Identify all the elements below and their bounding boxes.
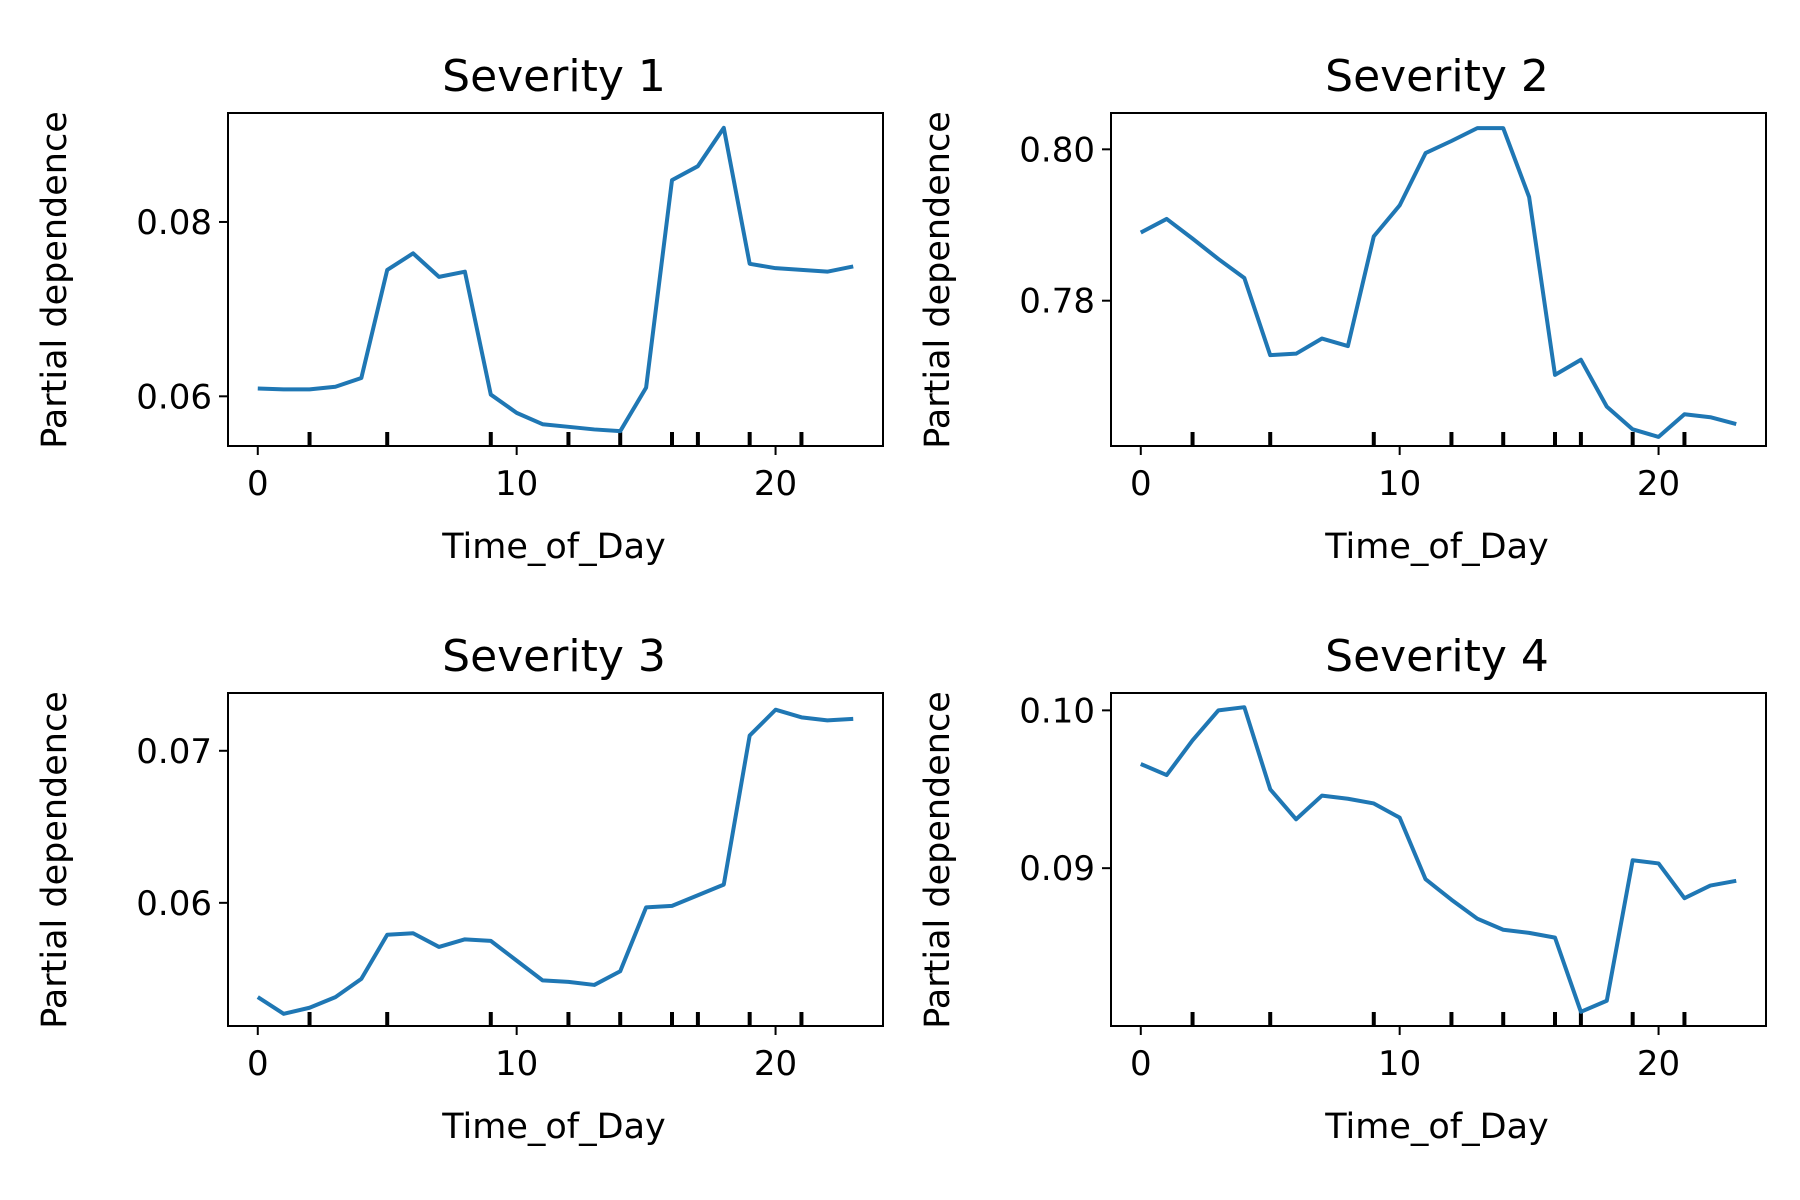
x-tick-label: 20: [754, 1044, 797, 1084]
y-axis-label: Partial dependence: [918, 111, 958, 449]
x-tick-label: 10: [495, 464, 538, 504]
series-line: [256, 707, 854, 1016]
plot-area-frame: [227, 692, 884, 1027]
x-tick-label: 20: [754, 464, 797, 504]
subplot-severity-4: Severity 4 Time_of_Day Partial dependenc…: [918, 631, 1767, 1147]
plot-area-frame: [1110, 692, 1767, 1027]
y-axis-label: Partial dependence: [918, 691, 958, 1029]
subplot-severity-3: Severity 3 Time_of_Day Partial dependenc…: [35, 631, 884, 1147]
x-axis-label: Time_of_Day: [441, 527, 666, 567]
y-tick-label: 0.80: [1019, 130, 1095, 170]
y-tick-label: 0.08: [136, 203, 212, 243]
series-line: [1139, 705, 1737, 1014]
x-axis-label: Time_of_Day: [1324, 527, 1549, 567]
x-tick-label: 20: [1637, 1044, 1680, 1084]
y-axis-label: Partial dependence: [35, 111, 75, 449]
subplot-title: Severity 2: [1325, 51, 1549, 102]
x-axis-label: Time_of_Day: [1324, 1107, 1549, 1147]
y-tick-label: 0.10: [1019, 691, 1095, 731]
y-tick-label: 0.06: [136, 377, 212, 417]
subplot-title: Severity 4: [1325, 631, 1549, 682]
x-axis-label: Time_of_Day: [441, 1107, 666, 1147]
y-tick-label: 0.78: [1019, 282, 1095, 322]
x-tick-label: 10: [1378, 464, 1421, 504]
y-tick-label: 0.07: [136, 732, 212, 772]
x-tick-label: 0: [1130, 1044, 1152, 1084]
x-tick-label: 0: [1130, 464, 1152, 504]
y-axis-label: Partial dependence: [35, 691, 75, 1029]
x-tick-label: 10: [1378, 1044, 1421, 1084]
subplot-severity-1: Severity 1 Time_of_Day Partial dependenc…: [35, 51, 884, 567]
subplot-title: Severity 3: [442, 631, 666, 682]
x-tick-label: 10: [495, 1044, 538, 1084]
series-line: [257, 125, 854, 434]
x-tick-label: 20: [1637, 464, 1680, 504]
plot-area-frame: [227, 112, 884, 447]
subplot-title: Severity 1: [442, 51, 666, 102]
y-tick-label: 0.09: [1019, 849, 1095, 889]
series-line: [1139, 126, 1737, 439]
subplot-severity-2: Severity 2 Time_of_Day Partial dependenc…: [918, 51, 1767, 567]
plot-area-frame: [1110, 112, 1767, 447]
x-tick-label: 0: [247, 1044, 269, 1084]
x-tick-label: 0: [247, 464, 269, 504]
y-tick-label: 0.06: [136, 884, 212, 924]
